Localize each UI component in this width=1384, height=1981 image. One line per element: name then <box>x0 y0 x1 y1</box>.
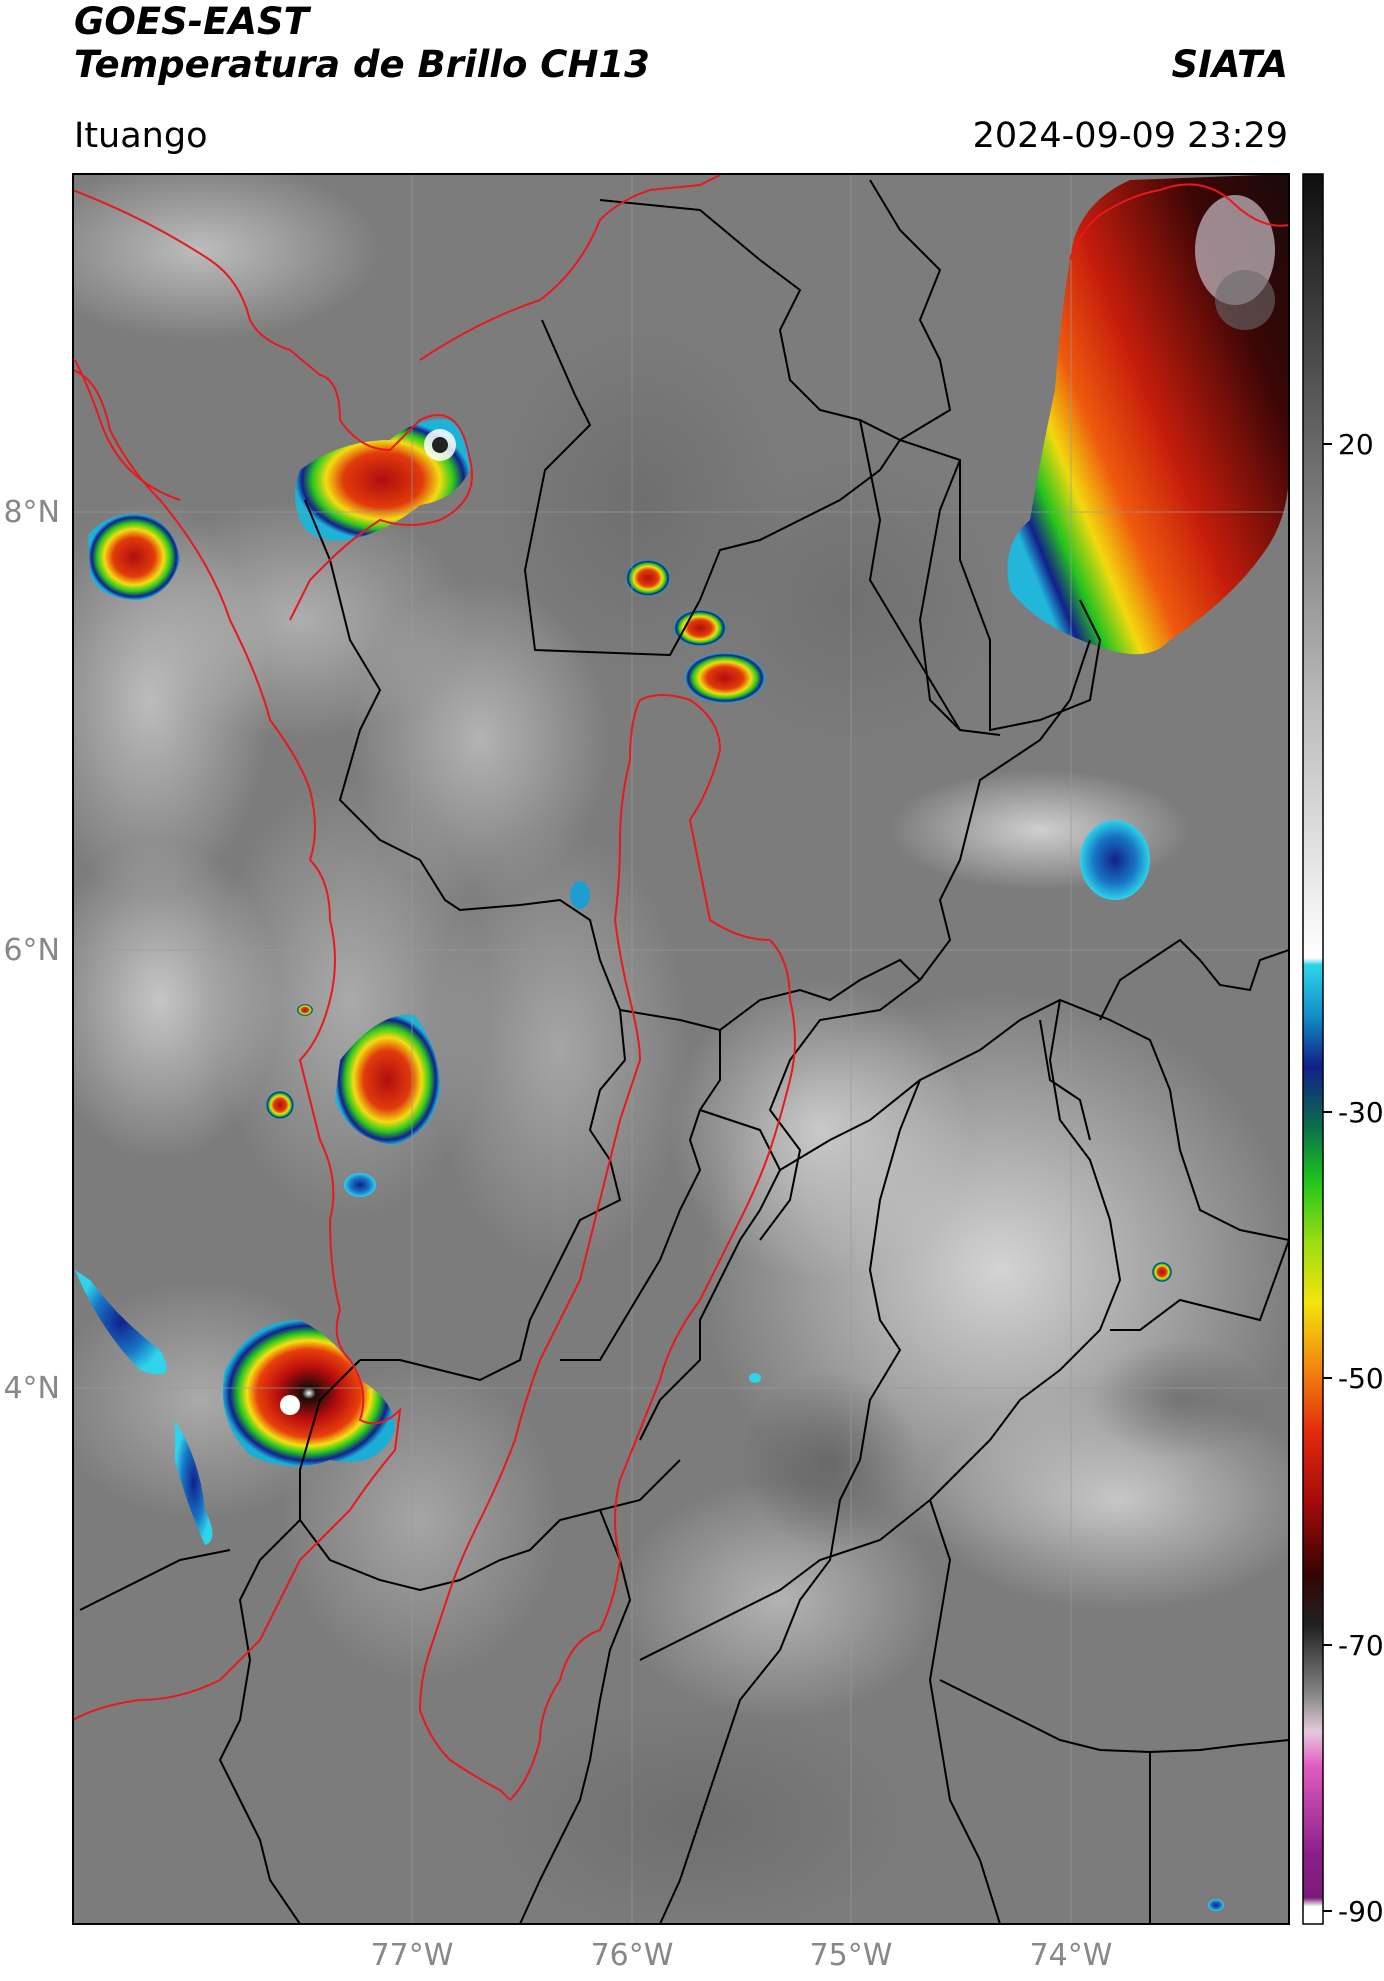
lat-label-8: 8°N <box>3 495 60 530</box>
storm-cells <box>75 174 1289 1911</box>
longitude-labels: 77°W 76°W 75°W 74°W <box>371 1938 1113 1973</box>
map-frame <box>72 173 1290 1925</box>
gridlines <box>73 174 1289 1924</box>
lon-label-76: 76°W <box>591 1938 674 1973</box>
lat-label-4: 4°N <box>3 1371 60 1406</box>
lon-label-77: 77°W <box>371 1938 454 1973</box>
datetime-label: 2024-09-09 23:29 <box>972 116 1288 156</box>
colorbar-tick-20: 20 <box>1338 428 1374 461</box>
storm-pacific-2 <box>222 1320 395 1467</box>
cyan-band-1 <box>75 1270 167 1375</box>
title-product: Temperatura de Brillo CH13 <box>74 43 650 86</box>
title-satellite: GOES-EAST <box>74 0 309 43</box>
colorbar-gradient <box>1302 173 1324 1925</box>
cyan-band-2 <box>175 1420 213 1545</box>
latitude-labels: 8°N 6°N 4°N <box>3 495 60 1406</box>
colorbar-tick-minus50: -50 <box>1338 1362 1384 1395</box>
lat-label-6: 6°N <box>3 933 60 968</box>
cyan-cell-east <box>1080 820 1150 900</box>
colorbar-tick-minus70: -70 <box>1338 1629 1384 1662</box>
storm-cell-small-3 <box>685 653 765 703</box>
basin-borders <box>73 174 1289 1801</box>
storm-west-1 <box>88 514 180 600</box>
colorbar: 20 -30 -50 -70 -90 <box>1302 173 1384 1928</box>
department-borders <box>79 179 1289 1924</box>
lon-label-74: 74°W <box>1030 1938 1113 1973</box>
colorbar-tick-minus30: -30 <box>1338 1096 1384 1129</box>
storm-pacific-1 <box>335 1014 440 1145</box>
storm-cell-small-2 <box>674 610 726 646</box>
lon-label-75: 75°W <box>810 1938 893 1973</box>
location-label: Ituango <box>74 116 208 156</box>
organization-label: SIATA <box>1171 43 1288 86</box>
storm-cell-small-1 <box>626 560 670 596</box>
map-area <box>73 174 1289 1924</box>
colorbar-tick-minus90: -90 <box>1338 1895 1384 1928</box>
